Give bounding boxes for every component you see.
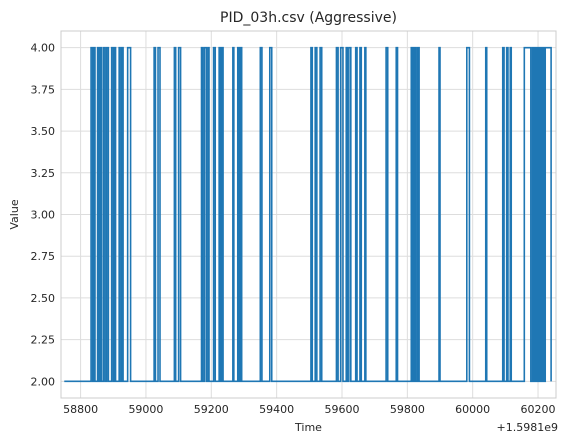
x-offset-label: +1.5981e9 — [497, 421, 558, 434]
x-tick-label: 59800 — [390, 403, 425, 416]
x-tick-label: 59000 — [128, 403, 163, 416]
y-tick-label: 2.25 — [31, 334, 56, 347]
y-tick-label: 2.75 — [31, 250, 56, 263]
grid-layer — [61, 31, 556, 398]
y-tick-label: 4.00 — [31, 42, 56, 55]
x-tick-label: 60000 — [455, 403, 490, 416]
y-tick-label: 3.00 — [31, 209, 56, 222]
x-tick-label: 59400 — [259, 403, 294, 416]
x-axis-title: Time — [294, 421, 322, 434]
data-layer — [64, 46, 552, 383]
x-tick-label: 59200 — [194, 403, 229, 416]
plot-frame — [60, 30, 557, 399]
y-axis-title: Value — [8, 199, 21, 229]
y-tick-label: 3.25 — [31, 167, 56, 180]
x-tick-label: 60200 — [521, 403, 556, 416]
y-tick-label: 3.75 — [31, 83, 56, 96]
tick-layer: 2.00 2.25 2.50 2.75 3.00 3.25 3.50 3.75 4.00 5880… — [31, 42, 556, 416]
series-line — [64, 46, 552, 383]
y-tick-label: 2.50 — [31, 292, 56, 305]
x-tick-label: 58800 — [63, 403, 98, 416]
chart-title: PID_03h.csv (Aggressive) — [220, 10, 397, 26]
y-tick-label: 3.50 — [31, 125, 56, 138]
y-tick-label: 2.00 — [31, 375, 56, 388]
x-tick-label: 59600 — [324, 403, 359, 416]
